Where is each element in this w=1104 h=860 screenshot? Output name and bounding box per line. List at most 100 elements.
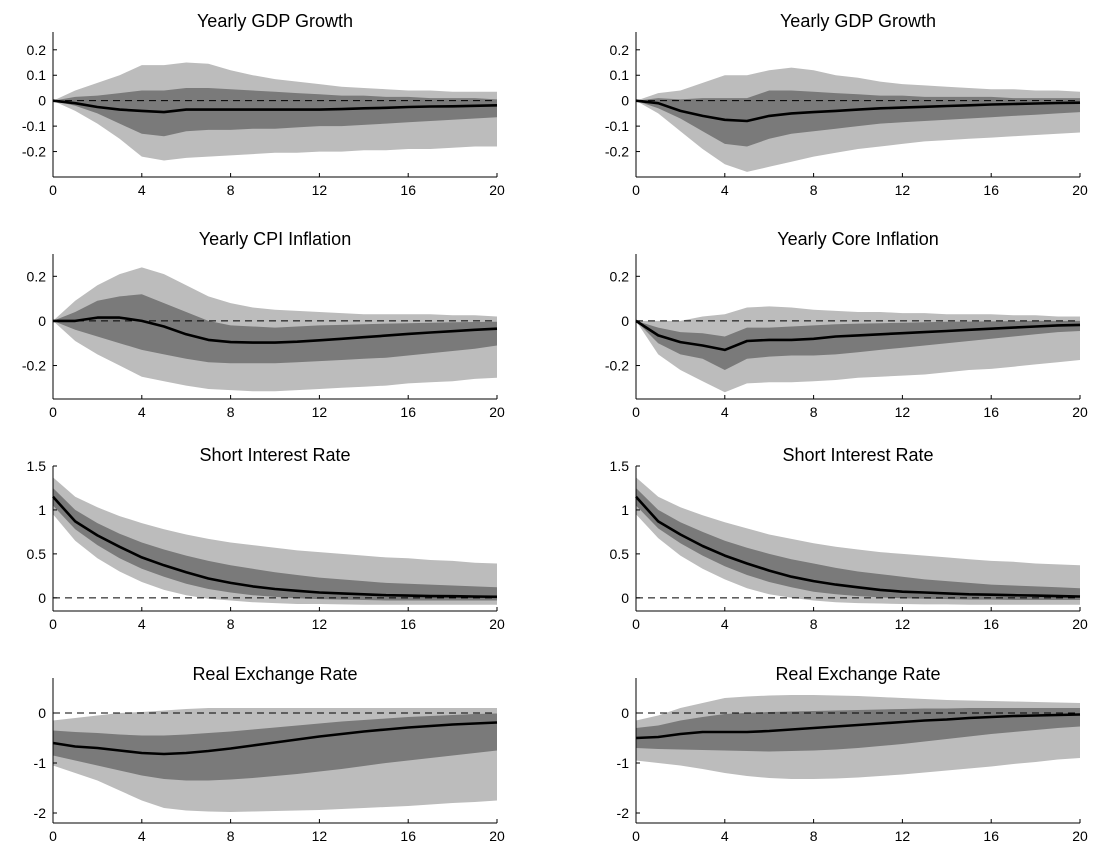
y-tick-label: -0.1 [605, 118, 629, 134]
x-tick-label: 4 [721, 182, 729, 198]
y-tick-label: 1 [38, 502, 46, 518]
panel-2: 0 4 8 12 16 20 0.2 0.1 0 -0.1 -0.2 Yearly GDP Growt… [605, 11, 1088, 198]
y-tick-label: -2 [617, 805, 630, 821]
y-tick-label: 0 [38, 590, 46, 606]
panel-8: 0 4 8 12 16 20 0 -1 -2 Real Exchange Rate [617, 664, 1088, 844]
panel-7: 0 4 8 12 16 20 0 -1 -2 Real Exchange Rate [34, 664, 505, 844]
x-tick-label: 4 [138, 182, 146, 198]
x-tick-label: 12 [895, 828, 911, 844]
x-tick-label: 16 [983, 404, 999, 420]
inner-confidence-band [53, 488, 497, 601]
x-tick-label: 20 [489, 616, 505, 632]
x-tick-label: 12 [312, 616, 328, 632]
x-tick-label: 8 [227, 182, 235, 198]
panel-4: 0 4 8 12 16 20 0.2 0 -0.2 Yearly Core Inflation [605, 229, 1088, 420]
panel-title: Short Interest Rate [199, 445, 350, 465]
y-tick-label: 0.1 [27, 67, 47, 83]
x-tick-label: 4 [721, 404, 729, 420]
panel-3: 0 4 8 12 16 20 0.2 0 -0.2 Yearly CPI Inflation [22, 229, 505, 420]
inner-confidence-band [636, 488, 1080, 600]
x-tick-label: 12 [312, 182, 328, 198]
x-tick-label: 20 [1072, 828, 1088, 844]
y-tick-label: 0.2 [27, 268, 47, 284]
y-tick-label: -0.2 [22, 144, 46, 160]
panel-title: Real Exchange Rate [775, 664, 940, 684]
panel-title: Short Interest Rate [782, 445, 933, 465]
panel-6: 0 4 8 12 16 20 1.5 1 0.5 0 Short Interest Rate [610, 445, 1088, 632]
x-tick-label: 8 [810, 828, 818, 844]
median-response-line [53, 316, 498, 344]
median-response-line [635, 99, 1081, 123]
y-tick-label: -0.1 [22, 118, 46, 134]
x-tick-label: 8 [810, 182, 818, 198]
x-tick-label: 20 [489, 828, 505, 844]
panel-title: Yearly CPI Inflation [199, 229, 351, 249]
x-tick-label: 4 [138, 616, 146, 632]
y-tick-label: -2 [34, 805, 47, 821]
x-tick-label: 16 [400, 182, 416, 198]
x-tick-label: 12 [895, 182, 911, 198]
y-tick-label: 1.5 [27, 458, 47, 474]
y-tick-label: 0.2 [27, 42, 47, 58]
y-tick-label: -0.2 [605, 358, 629, 374]
y-tick-label: 1.5 [610, 458, 630, 474]
panel-title: Yearly GDP Growth [197, 11, 353, 31]
median-response-line [52, 495, 498, 599]
y-tick-label: 0 [38, 313, 46, 329]
inner-confidence-band [53, 88, 497, 137]
x-tick-label: 16 [400, 616, 416, 632]
x-tick-label: 20 [1072, 404, 1088, 420]
inner-confidence-band [636, 320, 1080, 370]
x-tick-label: 16 [983, 182, 999, 198]
median-response-line [635, 495, 1081, 598]
y-tick-label: 1 [621, 502, 629, 518]
x-tick-label: 20 [489, 404, 505, 420]
x-tick-label: 20 [1072, 616, 1088, 632]
median-response-line [52, 721, 498, 756]
x-tick-label: 16 [983, 616, 999, 632]
y-tick-label: -0.2 [605, 144, 629, 160]
x-tick-label: 8 [810, 616, 818, 632]
y-tick-label: -1 [617, 755, 630, 771]
x-tick-label: 12 [312, 828, 328, 844]
x-tick-label: 0 [49, 616, 57, 632]
inner-confidence-band [53, 294, 497, 364]
y-tick-label: 0 [621, 590, 629, 606]
panel-title: Real Exchange Rate [192, 664, 357, 684]
x-tick-label: 12 [895, 616, 911, 632]
x-tick-label: 8 [810, 404, 818, 420]
x-tick-label: 0 [632, 616, 640, 632]
y-tick-label: -0.2 [22, 358, 46, 374]
median-response-line [635, 319, 1081, 352]
y-tick-label: -1 [34, 755, 47, 771]
panel-title: Yearly GDP Growth [780, 11, 936, 31]
x-tick-label: 16 [400, 828, 416, 844]
x-tick-label: 12 [312, 404, 328, 420]
panel-title: Yearly Core Inflation [777, 229, 938, 249]
x-tick-label: 4 [138, 828, 146, 844]
y-tick-label: 0 [621, 313, 629, 329]
x-tick-label: 0 [49, 828, 57, 844]
x-tick-label: 4 [721, 828, 729, 844]
x-tick-label: 8 [227, 616, 235, 632]
y-tick-label: 0.5 [27, 546, 47, 562]
y-tick-label: 0 [621, 705, 629, 721]
panel-5: 0 4 8 12 16 20 1.5 1 0.5 0 Short Interest Rate [27, 445, 505, 632]
x-tick-label: 16 [983, 828, 999, 844]
x-tick-label: 0 [632, 404, 640, 420]
x-tick-label: 0 [49, 182, 57, 198]
y-tick-label: 0.5 [610, 546, 630, 562]
x-tick-label: 12 [895, 404, 911, 420]
x-tick-label: 20 [489, 182, 505, 198]
x-tick-label: 4 [721, 616, 729, 632]
y-tick-label: 0 [621, 93, 629, 109]
y-tick-label: 0 [38, 93, 46, 109]
panel-1: 0 4 8 12 16 20 0.2 0.1 0 -0.1 -0.2 Yearly GDP Growt… [22, 11, 505, 198]
median-response-line [52, 99, 498, 114]
x-tick-label: 8 [227, 404, 235, 420]
x-tick-label: 0 [632, 182, 640, 198]
x-tick-label: 20 [1072, 182, 1088, 198]
y-tick-label: 0.1 [610, 67, 630, 83]
y-tick-label: 0.2 [610, 42, 630, 58]
